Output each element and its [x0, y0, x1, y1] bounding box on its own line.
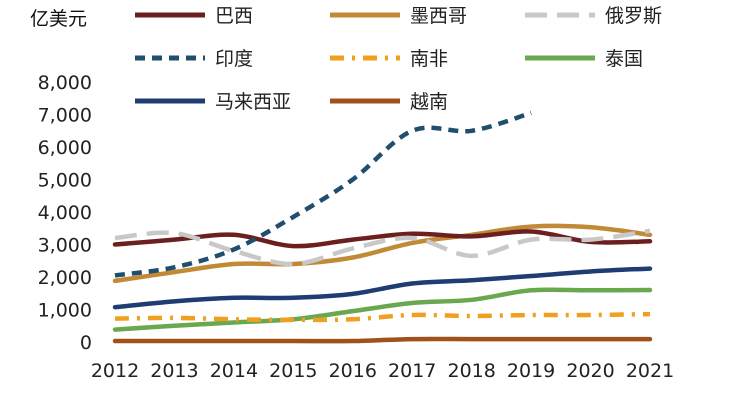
series-line-1 — [112, 229, 653, 249]
legend-label: 马来西亚 — [215, 91, 291, 113]
y-axis-unit-label: 亿美元 — [30, 8, 87, 30]
legend-label: 墨西哥 — [410, 5, 467, 27]
x-tick-label: 2013 — [150, 360, 198, 382]
legend-label: 泰国 — [605, 48, 643, 70]
series-line-3 — [114, 228, 651, 267]
legend-item: 马来西亚 — [135, 91, 291, 113]
x-tick-label: 2016 — [329, 360, 377, 382]
legend-label: 南非 — [410, 48, 448, 70]
series-line-6 — [112, 287, 653, 332]
x-tick-label: 2012 — [91, 360, 139, 382]
series-line-4 — [114, 110, 532, 278]
y-tick-label: 8,000 — [38, 72, 92, 94]
legend-item: 俄罗斯 — [525, 5, 662, 27]
x-axis-ticks: 2012 2013 2014 2015 2016 2017 2018 2019 2020 2021 — [91, 360, 674, 382]
x-tick-label: 2021 — [626, 360, 674, 382]
y-tick-label: 3,000 — [38, 235, 92, 257]
y-tick-label: 2,000 — [38, 267, 92, 289]
y-tick-label: 4,000 — [38, 202, 92, 224]
legend-item: 巴西 — [135, 5, 253, 27]
y-tick-label: 6,000 — [38, 137, 92, 159]
y-axis-ticks: 0 1,000 2,000 3,000 4,000 5,000 6,000 7,000 8,00… — [38, 72, 92, 354]
y-tick-label: 7,000 — [38, 105, 92, 127]
x-tick-label: 2019 — [507, 360, 555, 382]
legend-item: 南非 — [330, 48, 448, 70]
x-tick-label: 2018 — [447, 360, 495, 382]
y-tick-label: 0 — [80, 332, 92, 354]
series-lines — [112, 110, 653, 344]
x-tick-label: 2017 — [388, 360, 436, 382]
legend-label: 俄罗斯 — [605, 5, 662, 27]
y-tick-label: 1,000 — [38, 300, 92, 322]
legend-label: 印度 — [215, 48, 253, 70]
y-tick-label: 5,000 — [38, 170, 92, 192]
legend-label: 巴西 — [215, 5, 253, 27]
series-line-5 — [114, 311, 651, 323]
legend-item: 泰国 — [525, 48, 643, 70]
legend-item: 印度 — [135, 48, 253, 70]
series-line-2 — [112, 223, 653, 284]
x-tick-label: 2020 — [566, 360, 614, 382]
series-line-8 — [112, 336, 653, 344]
legend-item: 越南 — [330, 91, 448, 113]
legend-item: 墨西哥 — [330, 5, 467, 27]
x-tick-label: 2014 — [210, 360, 258, 382]
legend-label: 越南 — [410, 91, 448, 113]
series-line-7 — [112, 266, 653, 310]
x-tick-label: 2015 — [269, 360, 317, 382]
